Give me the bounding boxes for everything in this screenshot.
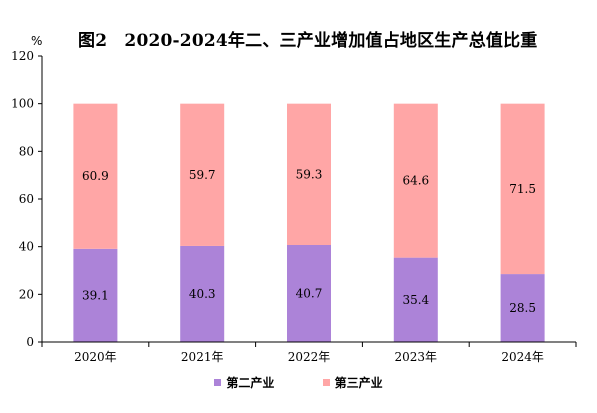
data-label-secondary-2: 40.7 xyxy=(296,286,323,300)
bar-secondary-4 xyxy=(500,274,545,342)
data-label-tertiary-1: 59.7 xyxy=(189,168,216,182)
chart-title: 图2 2020-2024年二、三产业增加值占地区生产总值比重 xyxy=(78,31,538,51)
y-tick-label-6: 120 xyxy=(11,49,34,63)
bar-tertiary-1 xyxy=(180,103,225,246)
x-tick-label-4: 2024年 xyxy=(501,350,544,364)
data-label-tertiary-2: 59.3 xyxy=(296,167,323,181)
bar-tertiary-0 xyxy=(73,103,118,249)
data-label-secondary-3: 35.4 xyxy=(402,293,429,307)
y-axis-unit: % xyxy=(31,34,43,48)
y-tick-label-5: 100 xyxy=(11,97,34,111)
bar-tertiary-2 xyxy=(287,103,331,245)
bar-tertiary-3 xyxy=(393,103,438,258)
legend-swatch-tertiary xyxy=(322,379,330,386)
legend-item-secondary: 第二产业 xyxy=(214,374,274,391)
legend-label-tertiary: 第三产业 xyxy=(334,376,383,390)
y-tick-label-3: 60 xyxy=(19,192,34,206)
data-label-tertiary-0: 60.9 xyxy=(82,169,109,183)
data-label-tertiary-4: 71.5 xyxy=(509,182,536,196)
chart-legend: 第二产业 第三产业 xyxy=(0,374,597,391)
data-label-secondary-4: 28.5 xyxy=(509,301,536,315)
bar-tertiary-4 xyxy=(500,103,545,275)
data-label-secondary-1: 40.3 xyxy=(189,287,216,301)
bar-secondary-0 xyxy=(73,248,118,342)
data-label-secondary-0: 39.1 xyxy=(82,288,109,302)
x-tick-label-1: 2021年 xyxy=(181,350,224,364)
legend-label-secondary: 第二产业 xyxy=(226,376,275,390)
bar-secondary-1 xyxy=(180,245,225,342)
bar-secondary-2 xyxy=(287,244,331,342)
y-tick-label-4: 80 xyxy=(19,144,34,158)
legend-swatch-secondary xyxy=(214,379,222,386)
bar-secondary-3 xyxy=(393,257,438,342)
y-tick-label-1: 20 xyxy=(19,287,34,301)
y-tick-label-0: 0 xyxy=(26,335,34,349)
x-tick-label-3: 2023年 xyxy=(395,350,438,364)
x-tick-label-2: 2022年 xyxy=(288,350,331,364)
y-tick-label-2: 40 xyxy=(19,240,34,254)
legend-item-tertiary: 第三产业 xyxy=(322,374,383,391)
data-label-tertiary-3: 64.6 xyxy=(402,174,429,188)
x-tick-label-0: 2020年 xyxy=(74,350,117,364)
